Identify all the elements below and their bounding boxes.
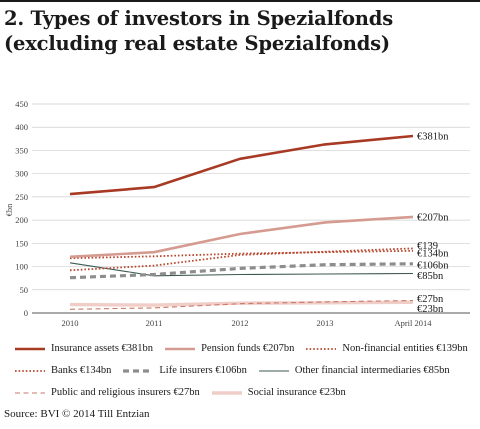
legend-swatch	[211, 390, 242, 395]
y-tick-label: 0	[24, 308, 28, 318]
legend-swatch	[306, 347, 337, 350]
y-tick-label: 350	[15, 145, 28, 155]
series-line-insurance	[69, 134, 414, 196]
y-axis-ticks: 0 50 100 150 200 250 300 350 400 450	[15, 99, 28, 318]
y-tick-label: 400	[15, 122, 28, 132]
legend-label: Public and religious insurers €27bn	[51, 387, 200, 398]
end-label-nonfin: €139	[417, 241, 438, 252]
end-label-social: €23bn	[417, 304, 444, 315]
chart-title: 2. Types of investors in Spezialfonds (e…	[4, 6, 474, 56]
legend-label: Insurance assets €381bn	[51, 343, 154, 354]
legend-label: Pension funds €207bn	[201, 343, 295, 354]
x-tick-label: 2012	[232, 318, 249, 328]
legend-label: Banks €134bn	[51, 365, 112, 376]
end-label-life: €106bn	[417, 260, 449, 271]
legend-label: Social insurance €23bn	[247, 387, 346, 398]
legend-item-banks: Banks €134bn	[14, 364, 111, 377]
legend-swatch	[123, 368, 154, 373]
y-tick-label: 300	[15, 169, 28, 179]
legend-label: Life insurers €106bn	[159, 365, 247, 376]
x-tick-label: 2011	[146, 318, 163, 328]
end-label-pension: €207bn	[417, 212, 449, 223]
end-label-insurance: €381bn	[417, 132, 449, 143]
legend-swatch	[15, 391, 45, 394]
y-tick-label: 150	[15, 238, 28, 248]
source-note: Source: BVI © 2014 Till Entzian	[4, 408, 150, 420]
end-label-other: €85bn	[417, 271, 444, 282]
x-tick-label: 2013	[317, 318, 334, 328]
x-axis-ticks: 2010 2011 2012 2013 April 2014	[62, 318, 433, 328]
legend-item-other: Other financial intermediaries €85bn	[258, 364, 450, 377]
legend-item-social: Social insurance €23bn	[211, 386, 346, 399]
grid-lines	[32, 103, 470, 314]
y-axis-label: €bn	[4, 203, 14, 217]
series-line-nonfin	[69, 247, 414, 272]
end-label-public: €27bn	[417, 294, 444, 305]
legend-item-public: Public and religious insurers €27bn	[14, 386, 200, 399]
x-tick-label: 2010	[62, 318, 79, 328]
y-tick-label: 200	[15, 215, 28, 225]
y-tick-label: 50	[20, 285, 29, 295]
legend-item-life: Life insurers €106bn	[122, 364, 247, 377]
chart-title-line-1: 2. Types of investors in Spezialfonds	[4, 7, 393, 30]
legend: Insurance assets €381bn Pension funds €20…	[14, 342, 476, 408]
legend-swatch	[258, 369, 289, 372]
top-rule	[0, 0, 480, 2]
x-tick-label: April 2014	[394, 318, 432, 328]
y-tick-label: 450	[15, 99, 28, 109]
series-line-pension	[69, 215, 414, 259]
legend-row: Banks €134bn Life insurers €106bn Other fi…	[14, 364, 476, 377]
legend-row: Insurance assets €381bn Pension funds €20…	[14, 342, 476, 355]
legend-label: Non-financial entities €139bn	[342, 343, 468, 354]
end-labels: €381bn €207bn €139€134bn€106bn€85bn €27bn€2…	[417, 132, 449, 315]
legend-swatch	[15, 369, 45, 372]
y-tick-label: 250	[15, 192, 28, 202]
series-line-life	[69, 262, 414, 280]
legend-row: Public and religious insurers €27bn Socia…	[14, 386, 476, 399]
y-tick-label: 100	[15, 262, 28, 272]
legend-item-insurance: Insurance assets €381bn	[14, 342, 153, 355]
legend-label: Other financial intermediaries €85bn	[294, 365, 450, 376]
series-line-other	[69, 262, 414, 277]
end-label-banks: €134bn	[417, 248, 449, 259]
series-line-banks	[69, 249, 414, 260]
legend-item-pension: Pension funds €207bn	[164, 342, 294, 355]
series-line-public	[69, 299, 414, 310]
legend-swatch	[15, 347, 45, 350]
series-lines	[69, 134, 414, 310]
chart-title-line-2: (excluding real estate Spezialfonds)	[4, 32, 390, 55]
line-chart: 0 50 100 150 200 250 300 350 400 450 €bn 2010 2011…	[4, 99, 470, 328]
legend-swatch	[165, 347, 196, 350]
legend-item-nonfin: Non-financial entities €139bn	[305, 342, 468, 355]
